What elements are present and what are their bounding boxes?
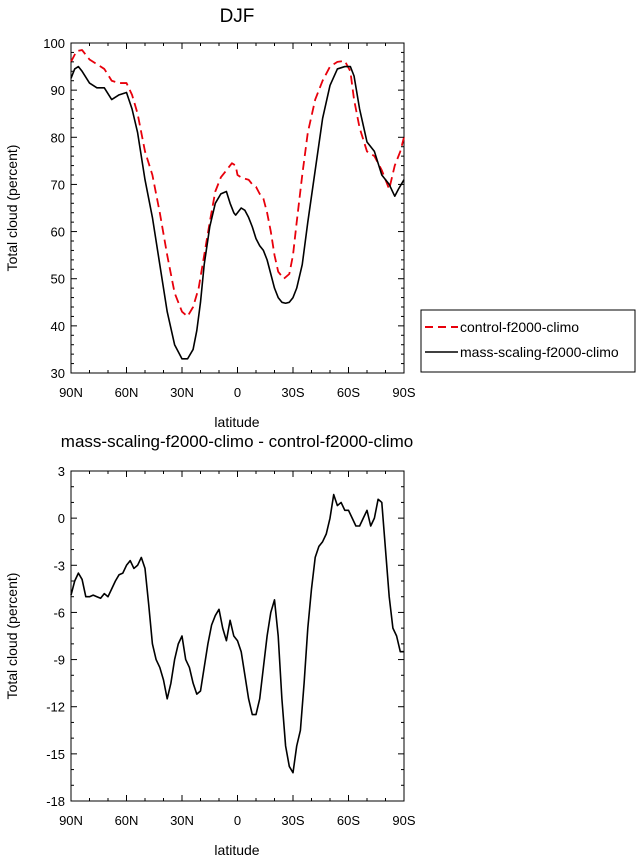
bottom-x-tick-label: 30N — [170, 813, 194, 828]
top-y-tick-label: 80 — [51, 130, 65, 145]
bottom-y-tick-labels: -18 -15 -12 -9 -6 -3 0 3 — [46, 464, 65, 809]
top-y-tick-label: 70 — [51, 177, 65, 192]
bottom-y-tick-label: -6 — [53, 605, 65, 620]
bottom-x-tick-label: 90S — [392, 813, 415, 828]
top-y-tick-label: 50 — [51, 272, 65, 287]
top-x-tick-label: 30S — [281, 385, 304, 400]
top-x-tick-label: 60N — [115, 385, 139, 400]
bottom-y-tick-label: -12 — [46, 700, 65, 715]
top-y-axis-label: Total cloud (percent) — [4, 145, 20, 272]
top-series-line-control-f2000-climo — [70, 49, 405, 318]
bottom-series-line-difference — [70, 493, 404, 774]
top-series-group — [70, 49, 405, 360]
bottom-x-tick-label: 0 — [234, 813, 241, 828]
top-x-tick-label: 90N — [59, 385, 83, 400]
top-y-tick-label: 30 — [51, 366, 65, 381]
top-chart-title: DJF — [220, 6, 255, 27]
bottom-axis-ticks — [70, 470, 405, 802]
bottom-x-tick-label: 60N — [115, 813, 139, 828]
legend: control-f2000-climo mass-scaling-f2000-c… — [420, 309, 636, 373]
bottom-x-axis-label: latitude — [214, 842, 259, 858]
top-y-tick-labels: 30 40 50 60 70 80 90 100 — [43, 36, 65, 381]
top-x-tick-label: 0 — [234, 385, 241, 400]
bottom-x-tick-labels: 90N 60N 30N 0 30S 60S 90S — [59, 813, 416, 828]
top-x-tick-label: 60S — [337, 385, 360, 400]
legend-label-mass-scaling: mass-scaling-f2000-climo — [460, 344, 619, 360]
bottom-y-tick-label: 3 — [58, 464, 65, 479]
top-x-tick-label: 90S — [392, 385, 415, 400]
top-y-tick-label: 60 — [51, 225, 65, 240]
bottom-y-tick-label: 0 — [58, 511, 65, 526]
top-x-tick-labels: 90N 60N 30N 0 30S 60S 90S — [59, 385, 416, 400]
top-y-tick-label: 90 — [51, 83, 65, 98]
bottom-y-tick-label: -18 — [46, 794, 65, 809]
top-plot-frame — [70, 42, 405, 374]
legend-label-control: control-f2000-climo — [460, 319, 579, 335]
top-x-tick-label: 30N — [170, 385, 194, 400]
bottom-panel: mass-scaling-f2000-climo - control-f2000… — [4, 432, 416, 858]
bottom-x-tick-label: 90N — [59, 813, 83, 828]
bottom-x-tick-label: 60S — [337, 813, 360, 828]
top-x-axis-label: latitude — [214, 414, 259, 430]
bottom-y-tick-label: -9 — [53, 653, 65, 668]
bottom-series-group — [70, 493, 404, 774]
bottom-y-tick-label: -3 — [53, 558, 65, 573]
top-series-line-mass-scaling-f2000-climo — [70, 65, 405, 360]
top-y-tick-label: 40 — [51, 319, 65, 334]
top-y-tick-label: 100 — [43, 36, 65, 51]
bottom-y-tick-label: -15 — [46, 747, 65, 762]
bottom-chart-title: mass-scaling-f2000-climo - control-f2000… — [61, 432, 413, 451]
top-axis-ticks — [70, 42, 405, 374]
bottom-x-tick-label: 30S — [281, 813, 304, 828]
legend-box — [420, 309, 636, 373]
bottom-y-axis-label: Total cloud (percent) — [4, 573, 20, 700]
